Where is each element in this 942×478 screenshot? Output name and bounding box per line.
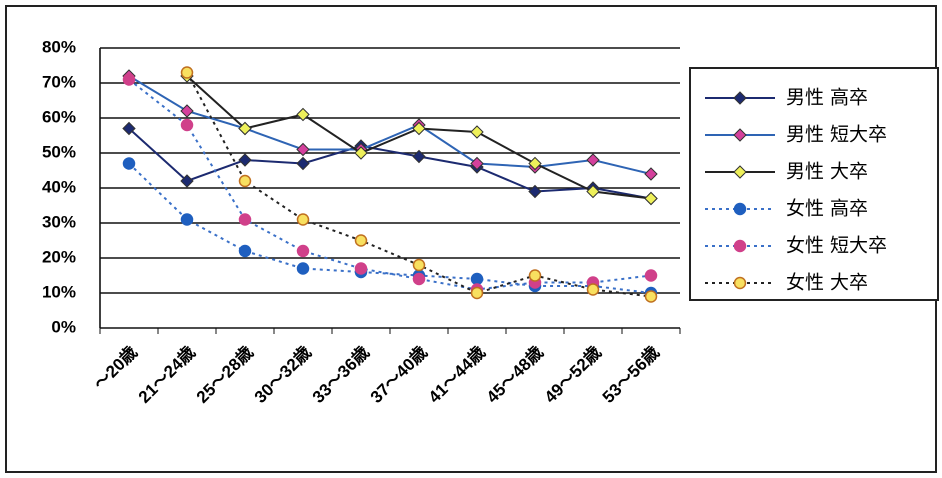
marker: [733, 276, 747, 290]
marker: [470, 125, 484, 139]
y-tick-label: 80%: [42, 37, 76, 56]
y-tick-label: 60%: [42, 107, 76, 126]
x-tick-label: 53～56歳: [598, 342, 663, 407]
marker: [644, 269, 658, 282]
marker: [238, 244, 252, 258]
legend-label: 男性 短大卒: [786, 124, 887, 146]
marker: [180, 118, 194, 132]
y-tick-label: 20%: [42, 247, 76, 266]
marker: [733, 165, 747, 179]
legend-label: 女性 短大卒: [786, 235, 887, 257]
marker: [238, 213, 252, 226]
marker: [733, 202, 747, 216]
x-tick-label: 21～24歳: [134, 342, 199, 407]
marker: [412, 149, 426, 164]
y-tick-label: 0%: [51, 317, 76, 336]
marker: [122, 121, 136, 136]
marker: [354, 146, 368, 160]
marker: [528, 156, 542, 171]
marker: [528, 184, 542, 199]
marker: [180, 66, 194, 79]
x-tick-label: 37～40歳: [366, 342, 431, 407]
marker: [412, 272, 426, 286]
x-tick-label: 33～36歳: [308, 342, 373, 407]
y-tick-label: 40%: [42, 177, 76, 196]
y-tick-label: 10%: [42, 282, 76, 301]
marker: [296, 107, 310, 122]
marker: [122, 157, 136, 170]
x-tick-label: ～20歳: [89, 342, 141, 394]
marker: [733, 128, 747, 142]
marker: [296, 262, 310, 275]
marker: [296, 142, 310, 157]
marker: [470, 272, 484, 286]
y-tick-label: 50%: [42, 142, 76, 161]
marker: [354, 234, 368, 247]
x-tick-label: 30～32歳: [250, 342, 315, 407]
y-tick-label: 30%: [42, 212, 76, 231]
x-tick-label: 25～28歳: [192, 342, 257, 407]
marker: [412, 258, 426, 272]
series-line: [128, 75, 652, 175]
marker: [470, 286, 484, 300]
legend-label: 女性 高卒: [786, 198, 868, 220]
marker: [296, 244, 310, 258]
legend-label: 女性 大卒: [786, 272, 868, 294]
legend-label: 男性 高卒: [786, 87, 868, 109]
marker: [296, 156, 310, 171]
legend-box: [689, 67, 939, 301]
marker: [238, 121, 252, 136]
x-tick-label: 45～48歳: [482, 342, 547, 407]
marker: [180, 174, 194, 188]
marker: [354, 262, 368, 275]
marker: [238, 174, 252, 188]
marker: [586, 283, 600, 296]
series-line: [186, 75, 652, 200]
marker: [180, 104, 194, 118]
y-tick-label: 70%: [42, 72, 76, 91]
marker: [470, 156, 484, 171]
marker: [586, 153, 600, 167]
marker: [412, 121, 426, 136]
marker: [238, 153, 252, 167]
legend-label: 男性 大卒: [786, 161, 868, 183]
marker: [733, 239, 747, 253]
marker: [644, 167, 658, 181]
marker: [528, 269, 542, 282]
marker: [122, 73, 136, 86]
series-line: [128, 162, 652, 294]
marker: [296, 213, 310, 226]
marker: [733, 91, 747, 105]
x-tick-label: 49～52歳: [540, 342, 605, 407]
marker: [180, 213, 194, 226]
marker: [586, 184, 600, 199]
marker: [644, 290, 658, 303]
marker: [644, 191, 658, 206]
x-tick-label: 41～44歳: [424, 342, 489, 407]
